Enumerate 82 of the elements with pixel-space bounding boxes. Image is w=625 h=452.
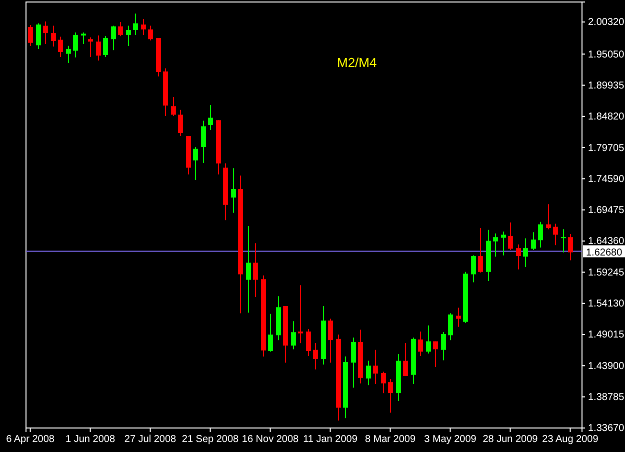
candlestick <box>118 22 123 37</box>
x-tick-label: 16 Nov 2008 <box>242 434 300 446</box>
candlestick <box>126 25 131 46</box>
candlestick <box>268 313 273 352</box>
x-tick-label: 23 Aug 2009 <box>542 434 599 446</box>
candlestick <box>418 331 423 356</box>
candlestick <box>193 146 198 180</box>
candlestick <box>148 25 153 41</box>
y-tick-label: 1.84820 <box>588 112 625 123</box>
candlestick <box>531 232 536 250</box>
candlestick <box>501 231 506 256</box>
candlestick <box>208 104 213 130</box>
candlestick <box>456 307 461 328</box>
candlestick <box>538 221 543 248</box>
x-tick-label: 3 May 2009 <box>424 434 477 446</box>
y-tick-label: 1.54130 <box>588 298 625 310</box>
candlestick <box>201 120 206 164</box>
candlestick <box>561 228 566 253</box>
candlestick <box>171 96 176 116</box>
candlestick <box>51 25 56 47</box>
candlestick <box>88 36 93 58</box>
candlestick <box>351 337 356 388</box>
candlestick <box>433 340 438 368</box>
y-tick-label: 1.38785 <box>588 392 625 404</box>
candlestick <box>28 24 33 46</box>
y-tick-label: 1.64360 <box>588 236 625 248</box>
candlestick <box>426 324 431 354</box>
x-tick-label: 21 Sep 2008 <box>182 434 240 446</box>
candlestick <box>448 312 453 341</box>
candlestick <box>441 332 446 361</box>
y-tick-label: 1.33670 <box>588 423 625 434</box>
candlestick <box>141 18 146 36</box>
candlestick <box>366 360 371 386</box>
candlestick <box>523 238 528 268</box>
candlestick <box>253 242 258 298</box>
candlestick <box>111 25 116 51</box>
candlestick <box>133 13 138 36</box>
candlestick <box>231 168 236 214</box>
candlestick <box>388 378 393 414</box>
candlestick <box>471 254 476 283</box>
candlestick <box>178 109 183 137</box>
candlestick <box>36 22 41 50</box>
candlestick <box>313 342 318 370</box>
candlestick <box>73 32 78 58</box>
candlestick <box>103 36 108 58</box>
candlestick <box>508 222 513 250</box>
candlestick <box>58 36 63 58</box>
candlestick <box>246 226 251 314</box>
candlestick <box>478 228 483 273</box>
y-tick-label: 1.49015 <box>588 330 625 341</box>
candlestick <box>66 45 71 64</box>
candlestick <box>493 232 498 258</box>
y-tick-label: 1.95050 <box>588 49 625 60</box>
candlestick <box>81 32 86 45</box>
y-tick-label: 2.00320 <box>588 17 625 28</box>
x-tick-label: 6 Apr 2008 <box>6 434 55 446</box>
candlestick <box>328 318 333 364</box>
candlestick <box>381 371 386 394</box>
candlestick <box>291 320 296 350</box>
x-tick-label: 27 Jul 2008 <box>124 434 177 446</box>
y-tick-label: 1.74590 <box>588 174 625 185</box>
candlestick <box>306 328 311 356</box>
x-tick-label: 11 Jan 2009 <box>303 434 358 446</box>
y-tick-label: 1.59245 <box>588 267 625 278</box>
annotation: M2/M4 <box>337 55 377 70</box>
candlestick <box>403 342 408 377</box>
y-tick-label: 1.79705 <box>588 142 625 154</box>
y-tick-label: 1.43900 <box>588 360 625 372</box>
y-tick-label: 1.69475 <box>588 205 625 216</box>
candlestick <box>546 204 551 230</box>
candlestick <box>298 284 303 344</box>
candlestick <box>516 244 521 270</box>
candlestick <box>373 349 378 384</box>
x-tick-label: 1 Jun 2008 <box>66 434 116 446</box>
candlestick <box>553 223 558 246</box>
x-tick-label: 28 Jun 2009 <box>482 434 538 446</box>
candlestick <box>568 234 573 261</box>
candlestick <box>43 20 48 45</box>
x-tick-label: 8 Mar 2009 <box>364 434 416 446</box>
y-tick-label: 1.89935 <box>588 80 625 92</box>
candlestick <box>96 35 101 61</box>
ref-line-label: 1.62680 <box>586 247 623 258</box>
